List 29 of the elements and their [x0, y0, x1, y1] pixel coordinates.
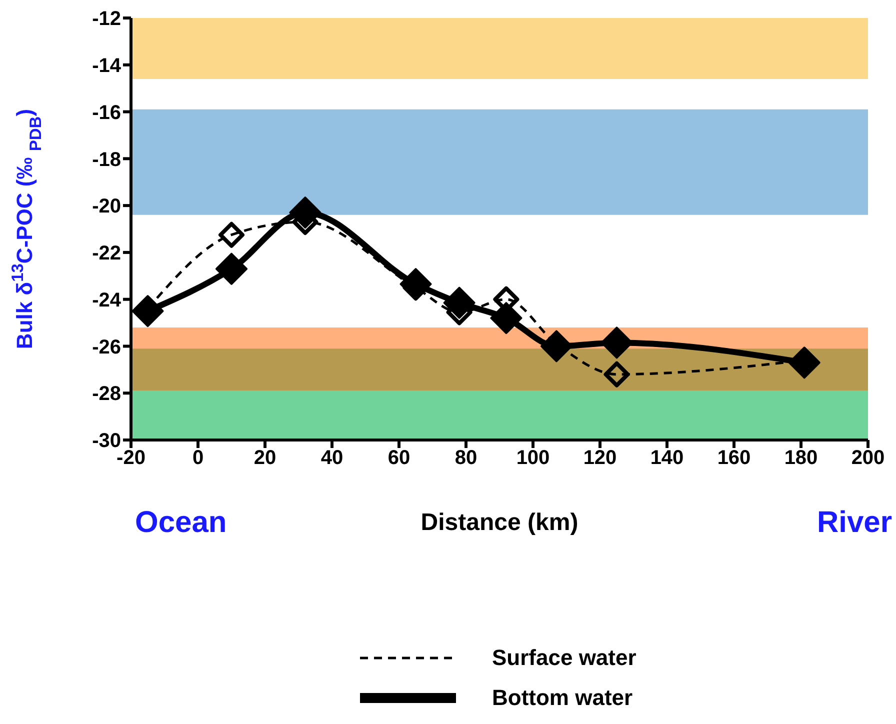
y-tick-label: -22: [92, 242, 121, 265]
y-tick-label: -20: [92, 196, 121, 218]
text: Ocean: [135, 506, 227, 539]
text: River: [816, 506, 892, 539]
x-tick-label: 140: [650, 447, 684, 470]
y-tick-label: -12: [92, 8, 121, 30]
y-tick-label: -26: [92, 336, 121, 358]
y-tick-label: -28: [92, 383, 121, 406]
x-tick-label: 120: [583, 447, 617, 470]
x-tick-label: 200: [851, 447, 885, 470]
y-tick-label: -16: [92, 102, 121, 124]
point: [604, 361, 630, 388]
point: [218, 222, 244, 248]
y-tick-label: -14: [92, 54, 122, 77]
x-tick-label: 100: [516, 447, 550, 470]
x-tick-label: 160: [717, 447, 751, 470]
x-tick-label: 60: [388, 447, 410, 470]
point: [216, 252, 248, 285]
y-tick-label: -24: [92, 289, 122, 312]
legend-label: Bottom water: [492, 685, 633, 711]
x-tick-label: 180: [784, 447, 818, 470]
x-tick-label: 80: [454, 447, 478, 470]
x-axis-title: Distance (km): [420, 509, 578, 536]
x-tick-label: 20: [254, 447, 276, 470]
x-tick-label: 40: [320, 447, 344, 470]
legend-label: Surface water: [492, 645, 636, 671]
x-tick-label: 0: [192, 447, 204, 470]
y-tick-label: -18: [92, 148, 121, 171]
point: [490, 302, 522, 334]
